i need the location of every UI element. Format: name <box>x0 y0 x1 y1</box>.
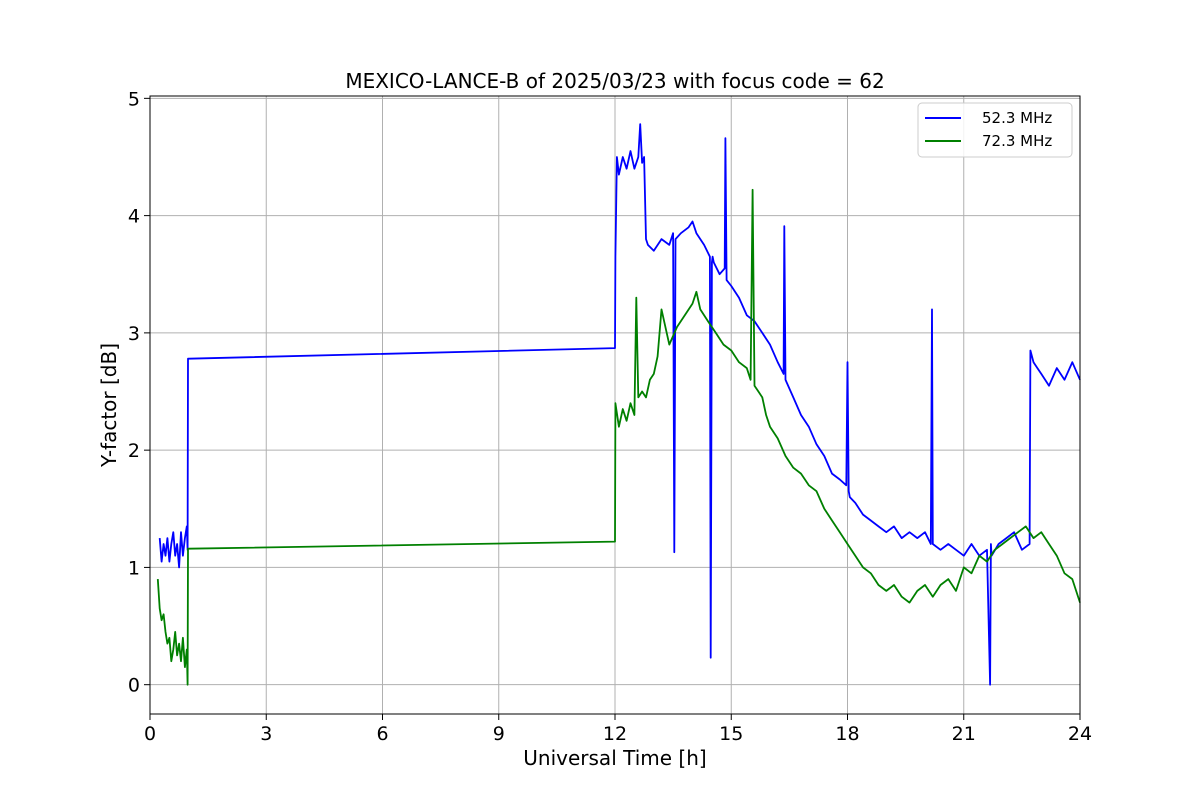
x-axis-label: Universal Time [h] <box>523 746 706 770</box>
y-axis-label: Y-factor [dB] <box>97 343 121 468</box>
legend-label-52-3-mhz: 52.3 MHz <box>982 109 1052 127</box>
y-tick-label: 5 <box>128 88 140 110</box>
series-line-72-3-mhz <box>156 188 1081 686</box>
y-tick-label: 2 <box>128 440 140 462</box>
y-tick-label: 0 <box>128 675 140 697</box>
x-tick-label: 6 <box>376 723 388 745</box>
x-tick-label: 12 <box>603 723 627 745</box>
series-lines <box>156 123 1081 686</box>
legend-label-72-3-mhz: 72.3 MHz <box>982 132 1052 150</box>
x-tick-label: 9 <box>493 723 505 745</box>
y-tick-label: 1 <box>128 557 140 579</box>
x-tick-label: 3 <box>260 723 272 745</box>
y-tick-label: 3 <box>128 323 140 345</box>
legend: 52.3 MHz 72.3 MHz <box>917 102 1073 158</box>
x-tick-label: 21 <box>952 723 976 745</box>
x-tick-label: 0 <box>144 723 156 745</box>
legend-box <box>917 102 1073 158</box>
y-tick-label: 4 <box>128 206 140 228</box>
x-tick-label: 15 <box>719 723 743 745</box>
chart-title: MEXICO-LANCE-B of 2025/03/23 with focus … <box>345 69 884 93</box>
x-tick-label: 24 <box>1068 723 1092 745</box>
x-tick-label: 18 <box>835 723 859 745</box>
